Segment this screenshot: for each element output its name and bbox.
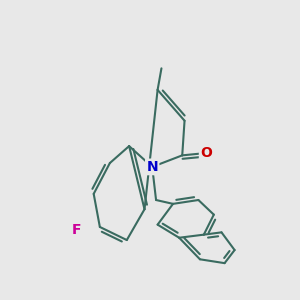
Text: F: F [72, 223, 82, 237]
Text: N: N [146, 160, 158, 174]
Text: O: O [200, 146, 212, 160]
